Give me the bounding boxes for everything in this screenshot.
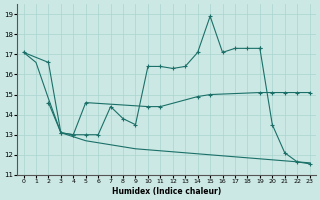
X-axis label: Humidex (Indice chaleur): Humidex (Indice chaleur): [112, 187, 221, 196]
